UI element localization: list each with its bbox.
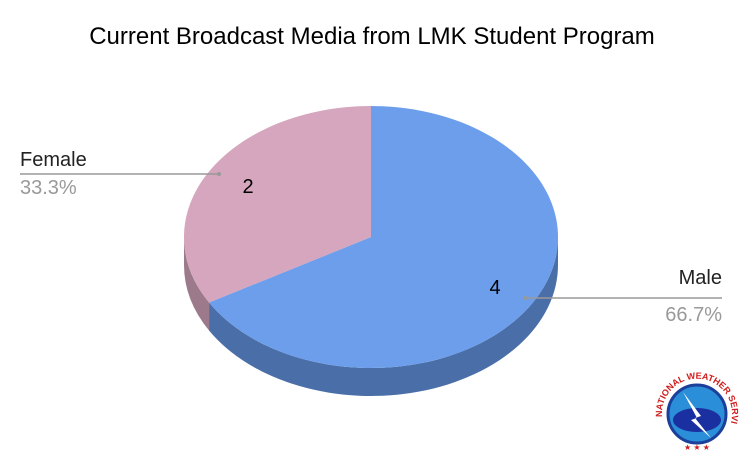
slice-name-male: Male bbox=[679, 267, 722, 289]
slice-percent-male: 66.7% bbox=[665, 304, 722, 326]
slice-percent-female: 33.3% bbox=[20, 177, 77, 199]
nws-logo: NATIONAL WEATHER SERVICE ★ ★ ★ bbox=[654, 370, 740, 454]
data-label-male: 4 bbox=[489, 277, 500, 299]
data-label-female: 2 bbox=[242, 176, 253, 198]
slice-male bbox=[209, 106, 558, 368]
slice-side-male bbox=[209, 237, 558, 397]
svg-text:★ ★ ★: ★ ★ ★ bbox=[684, 443, 710, 452]
slice-name-female: Female bbox=[20, 149, 87, 171]
leader-dot-female bbox=[217, 172, 221, 176]
slice-female bbox=[184, 106, 371, 303]
chart-title: Current Broadcast Media from LMK Student… bbox=[89, 23, 655, 50]
slice-side-female bbox=[184, 237, 210, 331]
leader-dot-male bbox=[523, 296, 527, 300]
